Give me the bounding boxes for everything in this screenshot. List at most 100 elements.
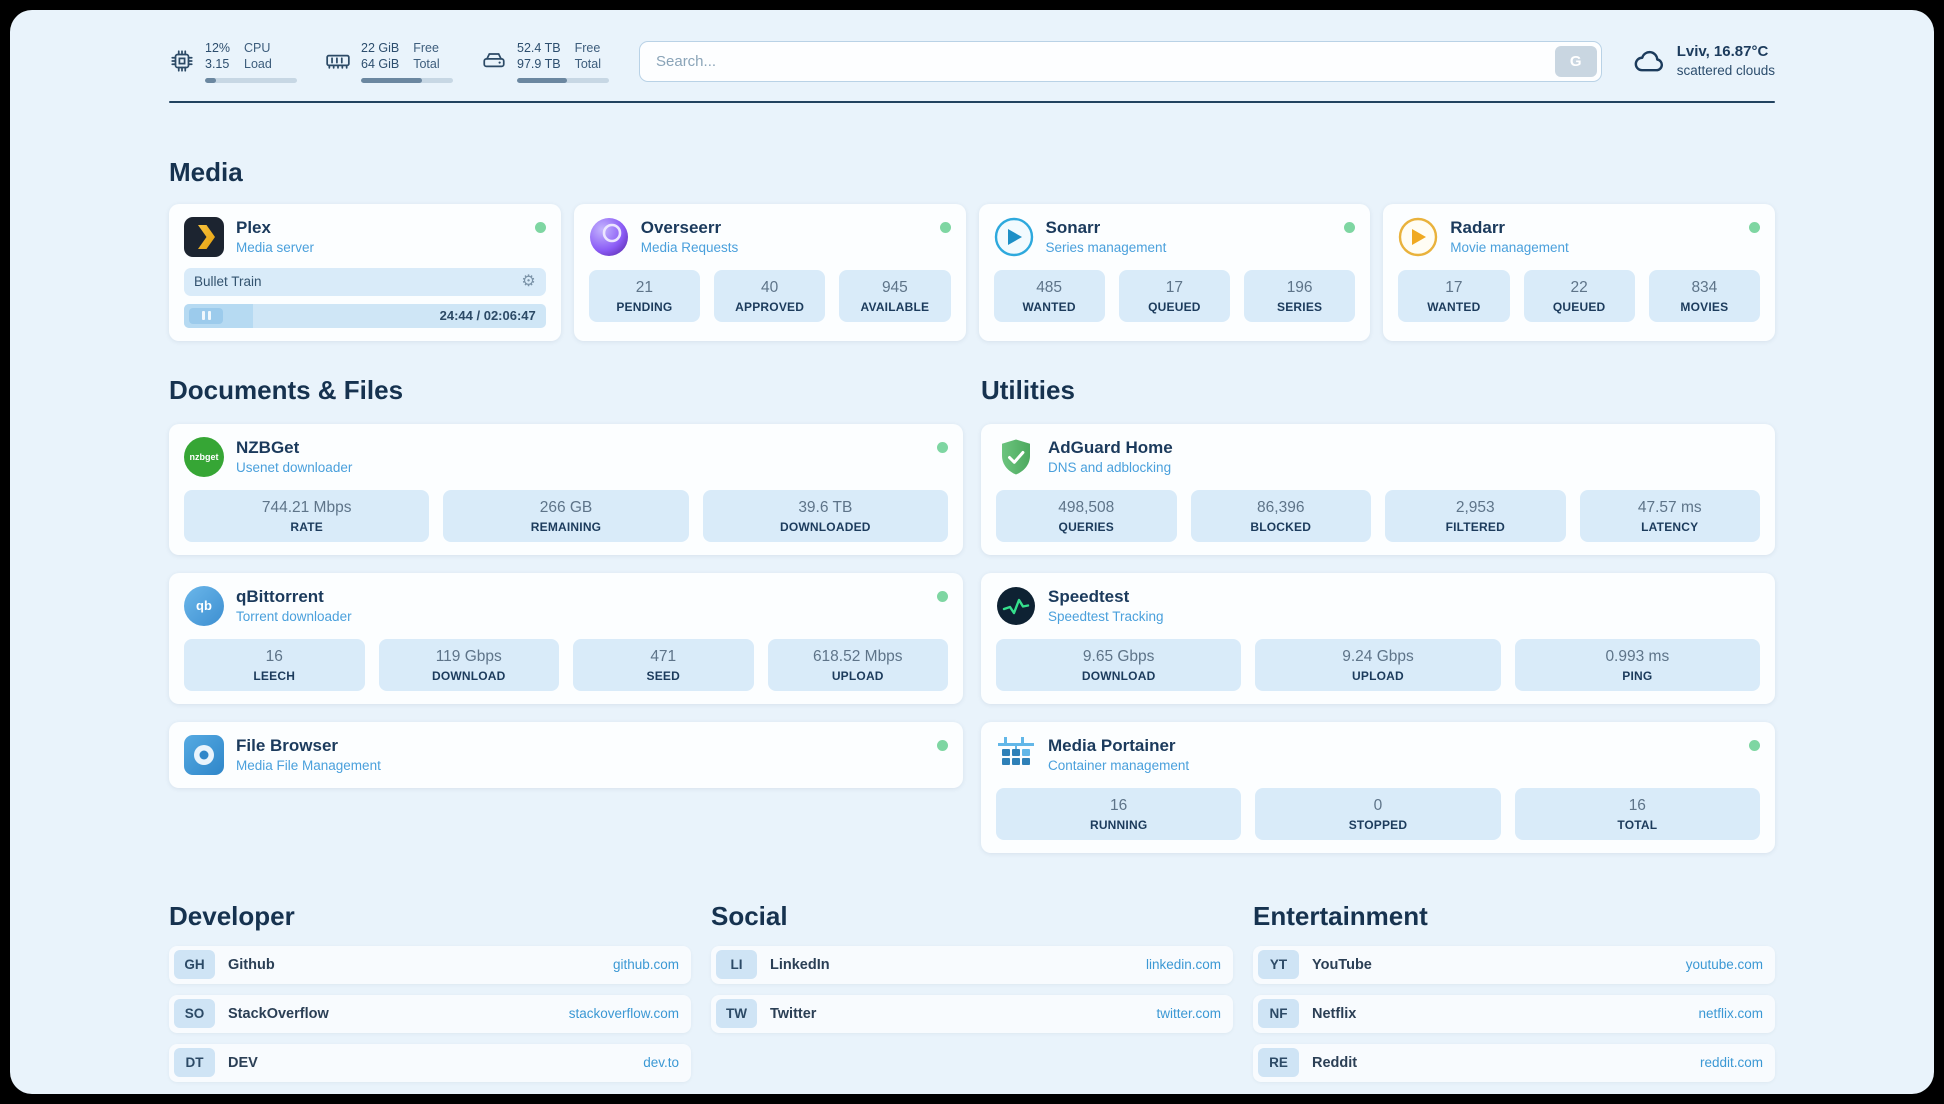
stat-value: 9.24 Gbps [1342,647,1414,665]
google-search-button[interactable]: G [1554,45,1597,77]
ram-values: 22 GiB 64 GiB [361,40,399,73]
bookmark-netflix[interactable]: NF Netflix netflix.com [1253,994,1775,1033]
stat-box: 17 WANTED [1398,269,1510,322]
cpu-widget: 12% 3.15 CPU Load [169,40,297,83]
nzbget-icon: nzbget [184,436,224,477]
service-name: AdGuard Home [1048,438,1173,457]
bookmark-reddit[interactable]: RE Reddit reddit.com [1253,1043,1775,1082]
playback-time: 24:44 / 02:06:47 [439,308,536,323]
stat-box: 39.6 TB DOWNLOADED [702,489,948,542]
adguard-card[interactable]: AdGuard Home DNS and adblocking 498,508 … [981,423,1775,555]
disk-icon [481,48,507,74]
sonarr-icon [994,217,1034,257]
stat-box: 945 AVAILABLE [839,269,951,322]
stat-value: 16 [1110,796,1128,814]
stat-label: STOPPED [1348,817,1408,832]
bookmark-youtube[interactable]: YT YouTube youtube.com [1253,945,1775,984]
cpu-labels: CPU Load [244,40,272,73]
bookmark-stackoverflow[interactable]: SO StackOverflow stackoverflow.com [169,994,691,1033]
now-playing-title: Bullet Train [194,274,262,289]
utilities-column: Utilities AdGuard Home DNS and [981,375,1775,853]
service-subtitle: Container management [1048,758,1190,773]
pause-button[interactable] [189,307,223,324]
disk-value2: 97.9 TB [517,57,561,72]
service-subtitle: Torrent downloader [236,609,352,624]
bookmark-name: DEV [228,1054,258,1071]
weather-condition: scattered clouds [1676,63,1775,79]
dashboard-frame: 12% 3.15 CPU Load [10,10,1934,1094]
stat-value: 2,953 [1455,498,1495,516]
search-input[interactable] [639,40,1602,82]
stat-label: DOWNLOAD [431,668,506,683]
stat-label: QUEUED [1552,299,1606,314]
stat-value: 22 [1570,278,1588,296]
bookmark-name: Github [228,956,275,973]
plex-card[interactable]: Plex Media server Bullet Train ⚙ 24:44 /… [169,203,561,341]
speedtest-card[interactable]: Speedtest Speedtest Tracking 9.65 Gbps D… [981,572,1775,704]
bookmark-url: dev.to [643,1055,679,1070]
stat-box: 744.21 Mbps RATE [184,489,430,542]
stat-value: 39.6 TB [798,498,853,516]
weather-widget: Lviv, 16.87°C scattered clouds [1632,42,1775,80]
stat-value: 119 Gbps [435,647,502,665]
disk-labels: Free Total [575,40,601,73]
stat-label: QUEUED [1148,299,1201,314]
sonarr-card[interactable]: Sonarr Series management 485 WANTED 17 Q… [978,203,1371,341]
service-name: Plex [236,218,271,237]
stat-label: PING [1622,668,1653,683]
stat-label: RATE [290,519,323,534]
stat-value: 498,508 [1058,498,1115,516]
stat-box: 47.57 ms LATENCY [1579,489,1760,542]
documents-column: Documents & Files nzbget NZBGet Usenet d… [169,375,963,788]
stat-label: FILTERED [1445,519,1505,534]
bookmark-dev[interactable]: DT DEV dev.to [169,1043,691,1082]
cpu-label: CPU [244,41,271,55]
stat-box: 618.52 Mbps UPLOAD [767,638,948,691]
status-dot [534,221,546,233]
stat-value: 21 [635,278,653,296]
radarr-card[interactable]: Radarr Movie management 17 WANTED 22 QUE… [1383,203,1775,341]
topbar: 12% 3.15 CPU Load [169,40,1775,83]
bookmark-abbr: RE [1258,1048,1299,1077]
gear-icon[interactable]: ⚙ [521,272,536,290]
stat-label: AVAILABLE [860,299,930,314]
cpu-label2: Load [244,57,272,72]
stat-label: UPLOAD [831,668,884,683]
bookmark-linkedin[interactable]: LI LinkedIn linkedin.com [711,945,1233,984]
filebrowser-card[interactable]: File Browser Media File Management [169,721,963,788]
stat-value: 17 [1165,278,1183,296]
stat-label: TOTAL [1617,817,1658,832]
stat-value: 266 GB [539,498,593,516]
stat-box: 196 SERIES [1244,269,1356,322]
portainer-card[interactable]: Media Portainer Container management 16 … [981,721,1775,853]
qbittorrent-card[interactable]: qb qBittorrent Torrent downloader 16 LEE… [169,572,963,704]
stat-label: WANTED [1022,299,1076,314]
stat-box: 119 Gbps DOWNLOAD [378,638,559,691]
bookmark-github[interactable]: GH Github github.com [169,945,691,984]
service-name: qBittorrent [236,587,324,606]
disk-values: 52.4 TB 97.9 TB [517,40,561,73]
overseerr-card[interactable]: Overseerr Media Requests 21 PENDING 40 A… [573,203,966,341]
bookmark-name: LinkedIn [770,956,830,973]
playback-progress-bar[interactable]: 24:44 / 02:06:47 [184,303,546,328]
stat-label: REMAINING [530,519,602,534]
stat-box: 21 PENDING [588,269,700,322]
stat-box: 266 GB REMAINING [443,489,689,542]
nzbget-card[interactable]: nzbget NZBGet Usenet downloader 744.21 M… [169,423,963,555]
bookmark-abbr: SO [174,999,215,1028]
bookmark-twitter[interactable]: TW Twitter twitter.com [711,994,1233,1033]
status-dot [937,441,948,453]
stat-label: RUNNING [1089,817,1148,832]
search-bar: G [639,40,1602,82]
stat-value: 834 [1691,278,1718,296]
stat-box: 0 STOPPED [1255,787,1501,840]
ram-value: 22 GiB [361,41,400,55]
service-subtitle: Media Requests [640,240,739,255]
ram-label2: Total [413,57,440,72]
status-dot [937,590,948,602]
status-dot [1749,739,1760,751]
bookmark-abbr: LI [716,950,757,979]
stat-label: DOWNLOADED [779,519,871,534]
ram-progress [361,77,453,83]
cpu-progress [205,77,297,83]
